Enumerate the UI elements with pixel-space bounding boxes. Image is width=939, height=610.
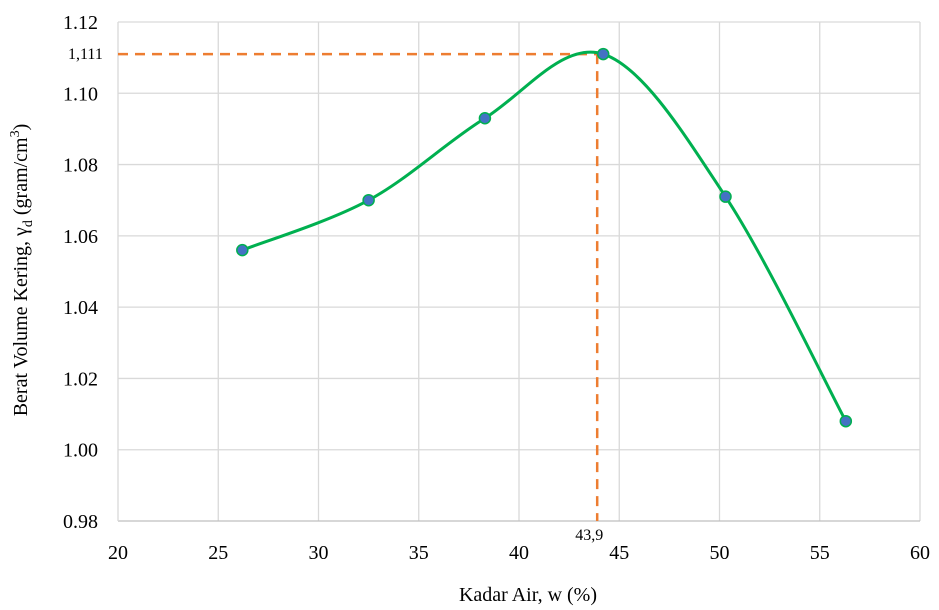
x-axis-title: Kadar Air, w (%) bbox=[459, 584, 597, 606]
y-axis-title-superscript: 3 bbox=[8, 130, 23, 137]
tick-labels: 20 25 30 35 40 45 50 55 60 0.98 1.00 1.02 1.04 1.06 1.… bbox=[63, 12, 930, 564]
data-points bbox=[236, 47, 853, 428]
max-dry-density-label: 1,111 bbox=[68, 46, 103, 63]
gridlines bbox=[118, 21, 921, 521]
optimum-water-content-label: 43,9 bbox=[575, 527, 603, 544]
y-tick-label: 1.04 bbox=[63, 297, 98, 319]
y-tick-label: 1.12 bbox=[63, 12, 98, 34]
data-point bbox=[478, 111, 492, 125]
trend-curve bbox=[241, 50, 848, 422]
y-axis-title: Berat Volume Kering, γd (gram/cm3) bbox=[8, 124, 36, 417]
y-tick-label: 1.06 bbox=[63, 226, 98, 248]
fitted-curve bbox=[241, 50, 848, 422]
x-tick-label: 25 bbox=[208, 542, 228, 564]
data-point bbox=[236, 243, 249, 257]
y-tick-label: 1.10 bbox=[63, 83, 98, 105]
data-point bbox=[596, 47, 610, 61]
data-point bbox=[362, 193, 375, 207]
y-tick-label: 0.98 bbox=[63, 511, 98, 533]
y-axis-title-subscript: d bbox=[21, 220, 36, 227]
y-axis-title-suffix: ) bbox=[10, 124, 32, 131]
data-point bbox=[719, 190, 732, 203]
x-tick-label: 50 bbox=[710, 542, 730, 564]
y-axis-title-prefix: Berat Volume Kering, bbox=[10, 236, 32, 416]
y-axis-title-symbol: γ bbox=[10, 227, 32, 237]
y-tick-label: 1.02 bbox=[63, 368, 98, 390]
x-tick-label: 55 bbox=[810, 542, 830, 564]
y-axis-title-unit: (gram/cm bbox=[10, 137, 32, 220]
y-tick-label: 1.08 bbox=[63, 155, 98, 177]
x-tick-label: 35 bbox=[409, 542, 429, 564]
y-tick-label: 1.00 bbox=[63, 440, 98, 462]
optimum-guides bbox=[118, 52, 599, 521]
x-tick-label: 20 bbox=[108, 542, 128, 564]
x-tick-label: 45 bbox=[609, 542, 629, 564]
axes bbox=[117, 22, 920, 522]
data-point bbox=[839, 414, 853, 428]
x-tick-label: 40 bbox=[509, 542, 529, 564]
x-tick-label: 60 bbox=[910, 542, 930, 564]
x-tick-label: 30 bbox=[309, 542, 329, 564]
